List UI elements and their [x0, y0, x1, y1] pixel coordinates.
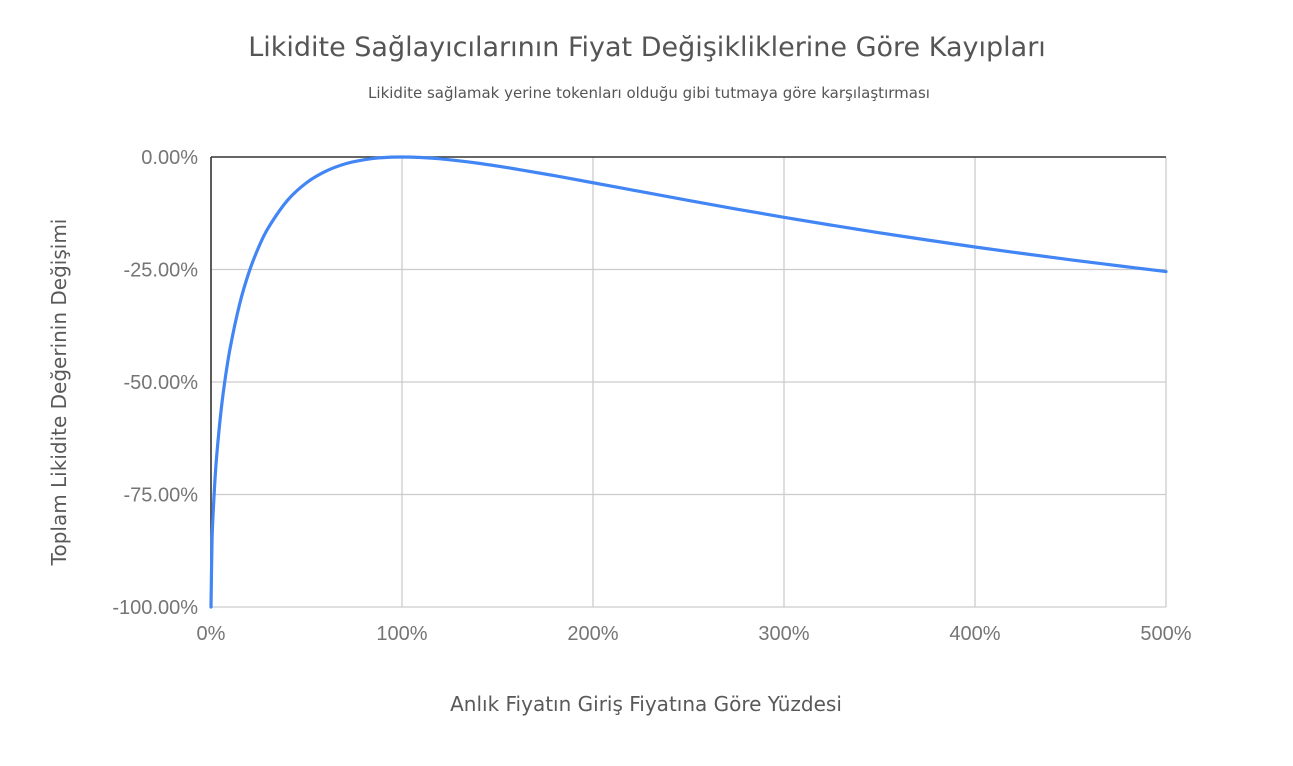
y-tick-label-0: 0.00%	[141, 147, 198, 169]
x-tick-label-0: 0%	[197, 623, 226, 645]
x-axis-title: Anlık Fiyatın Giriş Fiyatına Göre Yüzdes…	[450, 692, 842, 716]
x-tick-label-1: 100%	[376, 623, 427, 645]
chart-subtitle: Likidite sağlamak yerine tokenları olduğ…	[368, 84, 930, 102]
series-layer	[209, 155, 1168, 609]
chart-title: Likidite Sağlayıcılarının Fiyat Değişikl…	[248, 32, 1046, 63]
series-line-0	[209, 155, 1168, 609]
x-tick-label-4: 400%	[949, 623, 1000, 645]
y-tick-label-2: -50.00%	[124, 372, 199, 394]
y-tick-label-4: -100.00%	[112, 597, 198, 619]
y-tick-label-3: -75.00%	[124, 485, 199, 507]
tick-labels: 0% 100% 200% 300% 400% 500% 0.00% -25.00% -50.00…	[112, 147, 1191, 645]
y-axis-title: Toplam Likidite Değerinin Değişimi	[47, 219, 71, 567]
grid	[211, 157, 1167, 608]
x-tick-label-3: 300%	[758, 623, 809, 645]
x-tick-label-2: 200%	[567, 623, 618, 645]
x-tick-label-5: 500%	[1140, 623, 1191, 645]
y-tick-label-1: -25.00%	[124, 260, 199, 282]
